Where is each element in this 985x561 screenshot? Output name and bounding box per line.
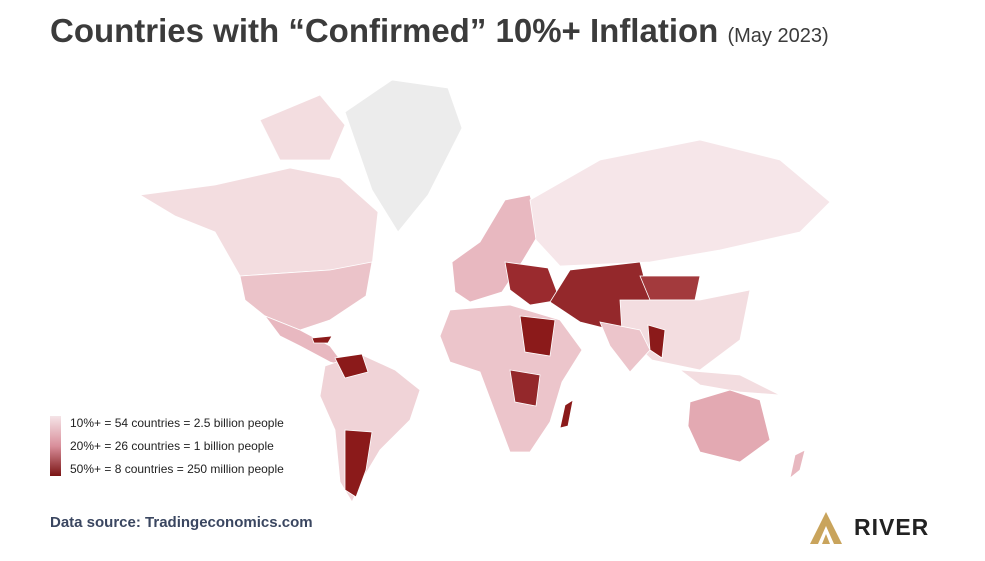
- data-source: Data source: Tradingeconomics.com: [50, 514, 313, 531]
- russia: [529, 139, 831, 267]
- india: [599, 321, 651, 373]
- argentina: [344, 429, 373, 498]
- arctic-islands: [259, 94, 346, 161]
- title-text: Countries with “Confirmed” 10%+ Inflatio…: [50, 12, 719, 49]
- east-africa: [519, 315, 556, 357]
- caribbean: [311, 335, 333, 344]
- brand-logo: [810, 512, 842, 544]
- brand: RIVER: [808, 510, 928, 551]
- new-zealand: [789, 449, 806, 480]
- south-america: [319, 353, 421, 503]
- legend-item: 50%+ = 8 countries = 250 million people: [70, 462, 284, 476]
- legend-item: 20%+ = 26 countries = 1 billion people: [70, 439, 274, 453]
- central-africa: [509, 369, 541, 407]
- greenland: [344, 79, 463, 233]
- title: Countries with “Confirmed” 10%+ Inflatio…: [50, 12, 829, 50]
- europe: [451, 194, 541, 303]
- subtitle: (May 2023): [727, 25, 829, 47]
- mongolia: [639, 275, 701, 301]
- southeast-asia: [678, 369, 781, 396]
- myanmar: [647, 324, 666, 359]
- venezuela: [334, 353, 369, 379]
- usa: [239, 261, 373, 331]
- australia: [687, 389, 771, 463]
- madagascar: [559, 399, 574, 429]
- legend-item: 10%+ = 54 countries = 2.5 billion people: [70, 416, 284, 430]
- canada: [138, 167, 379, 277]
- legend: 10%+ = 54 countries = 2.5 billion people…: [50, 412, 284, 481]
- brand-name: RIVER: [854, 514, 930, 540]
- legend-gradient: [50, 416, 61, 476]
- ukraine-turkey: [504, 261, 561, 306]
